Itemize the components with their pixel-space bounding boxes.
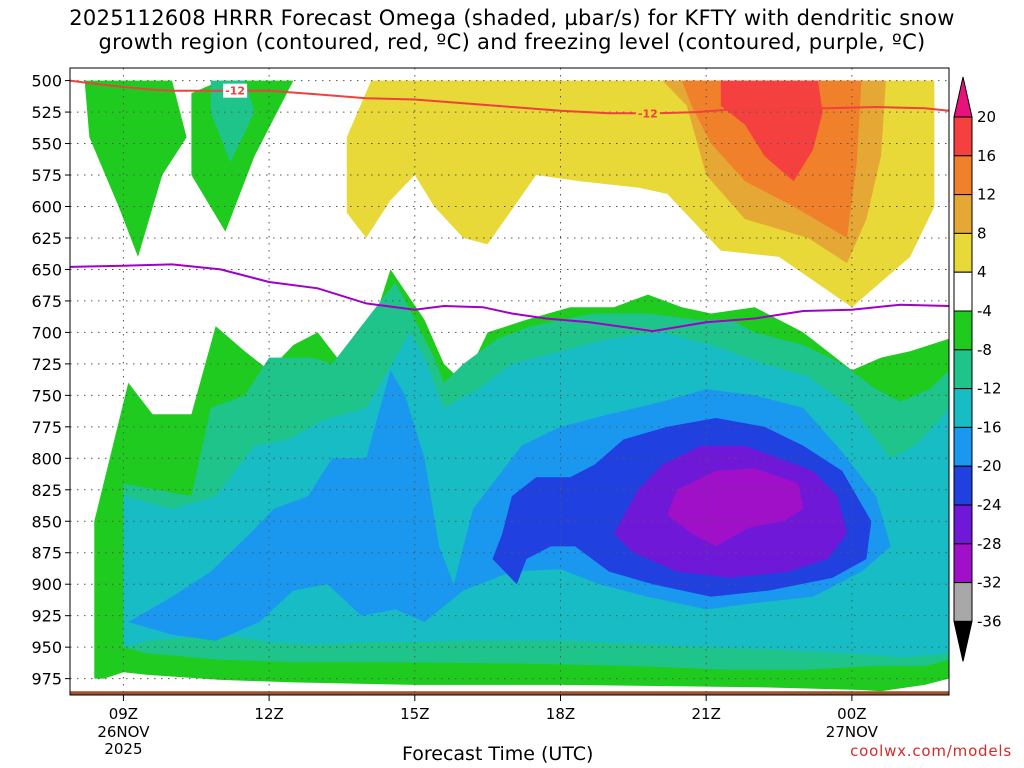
y-tick-label-950: 950 [31, 638, 62, 657]
x-tick-label-18Z: 18Z [546, 705, 575, 723]
colorbar-bottom-arrow [953, 620, 973, 662]
chart-title: 2025112608 HRRR Forecast Omega (shaded, … [0, 6, 1024, 54]
colorbar-label-2: 12 [977, 186, 996, 204]
y-tick-label-600: 600 [31, 197, 62, 216]
x-tick-label-21Z: 21Z [691, 705, 720, 723]
dgz-isotherm-label-1: -12 [638, 107, 658, 120]
dgz-isotherm-label-0: -12 [225, 85, 245, 98]
colorbar-label-3: 8 [977, 224, 987, 242]
contour-lines: -12 -12 [70, 79, 949, 333]
colorbar-box-9 [953, 465, 973, 506]
colorbar-label-4: 4 [977, 263, 987, 281]
colorbar-label-0: 20 [977, 108, 996, 126]
colorbar-label-6: -8 [977, 341, 992, 359]
colorbar-label-11: -28 [977, 535, 1002, 553]
x-tick-sublabel-00Z-0: 27NOV [826, 723, 879, 741]
colorbar-box-3 [953, 232, 973, 273]
y-tick-label-975: 975 [31, 670, 62, 689]
y-tick-label-500: 500 [31, 72, 62, 91]
y-tick-label-800: 800 [31, 449, 62, 468]
omega-region-6 [720, 80, 823, 182]
omega-region-2 [210, 80, 255, 163]
omega-region-13 [667, 468, 804, 547]
colorbar-box-8 [953, 426, 973, 467]
omega-region-0 [84, 80, 187, 257]
y-tick-label-725: 725 [31, 355, 62, 374]
colorbar-label-9: -20 [977, 457, 1002, 475]
colorbar-top-arrow [953, 76, 973, 118]
plot-frame [69, 67, 950, 696]
colorbar-label-1: 16 [977, 147, 996, 165]
y-tick-label-750: 750 [31, 386, 62, 405]
axes: 500 525 550 575 600 625 650 675 700 725 750 775 800 8… [31, 67, 950, 758]
site-credit[interactable]: coolwx.com/models [850, 742, 1012, 760]
x-tick-sublabel-09Z-1: 2025 [104, 740, 142, 758]
x-tick-label-09Z: 09Z [109, 705, 138, 723]
colorbar-box-1 [953, 155, 973, 196]
x-tick-sublabel-09Z-0: 26NOV [97, 723, 150, 741]
colorbar-box-4 [953, 271, 973, 312]
y-tick-label-525: 525 [31, 103, 62, 122]
colorbar-label-13: -36 [977, 612, 1002, 630]
omega-shading-layer [70, 68, 949, 695]
colorbar-box-10 [953, 504, 973, 545]
y-tick-label-775: 775 [31, 418, 62, 437]
y-tick-label-825: 825 [31, 481, 62, 500]
colorbar-label-5: -4 [977, 302, 992, 320]
chart-title-line-2: growth region (contoured, red, ºC) and f… [98, 30, 926, 54]
colorbar-box-2 [953, 194, 973, 234]
y-tick-label-650: 650 [31, 260, 62, 279]
colorbar-legend: 20 16 12 8 4 -4 -8 -12 -16 -20 -24 -28 -32 -36 [953, 76, 1002, 662]
chart-title-line-1: 2025112608 HRRR Forecast Omega (shaded, … [69, 6, 955, 30]
colorbar-label-10: -24 [977, 496, 1002, 514]
dgz-label-bg-0 [223, 83, 248, 98]
y-tick-label-550: 550 [31, 135, 62, 154]
colorbar-label-12: -32 [977, 574, 1002, 592]
x-tick-label-15Z: 15Z [400, 705, 429, 723]
dgz-isotherm-line [70, 79, 949, 115]
y-tick-label-675: 675 [31, 292, 62, 311]
x-tick-label-00Z: 00Z [837, 705, 866, 723]
colorbar-box-6 [953, 349, 973, 390]
x-tick-label-12Z: 12Z [254, 705, 283, 723]
y-tick-label-850: 850 [31, 512, 62, 531]
y-tick-label-925: 925 [31, 607, 62, 626]
x-axis-title: Forecast Time (UTC) [402, 743, 594, 765]
colorbar-box-11 [953, 543, 973, 584]
colorbar-box-0 [953, 116, 973, 157]
y-tick-label-625: 625 [31, 229, 62, 248]
colorbar-box-5 [953, 310, 973, 351]
y-tick-label-900: 900 [31, 575, 62, 594]
colorbar-box-12 [953, 582, 973, 622]
y-tick-label-875: 875 [31, 544, 62, 563]
colorbar-label-8: -16 [977, 418, 1002, 436]
y-tick-label-700: 700 [31, 323, 62, 342]
terrain-strip [70, 691, 949, 695]
colorbar-box-7 [953, 388, 973, 428]
y-tick-label-575: 575 [31, 166, 62, 185]
dgz-label-bg-1 [635, 106, 660, 121]
freezing-level-line [70, 263, 949, 333]
colorbar-label-7: -12 [977, 380, 1002, 398]
